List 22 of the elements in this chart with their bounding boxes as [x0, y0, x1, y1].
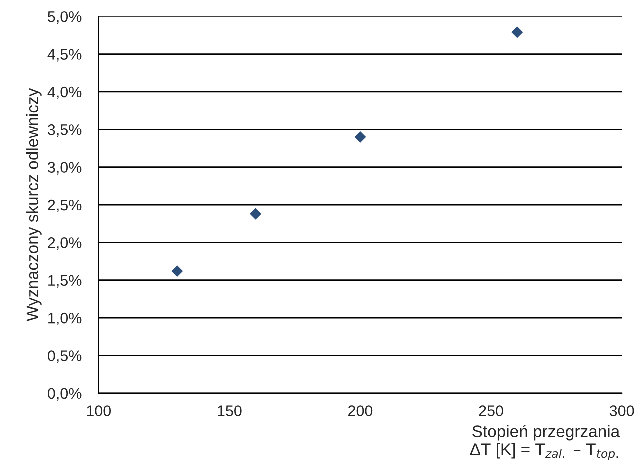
y-axis-title: Wyznaczony skurcz odlewniczy: [26, 88, 42, 322]
y-tick-label: 4,0%: [48, 86, 82, 100]
point: [512, 26, 524, 38]
x-tick-label: 300: [610, 406, 634, 416]
y-tick-label: 4,5%: [48, 49, 82, 62]
y-tick-label: 2,5%: [48, 200, 82, 212]
y-tick-label: 3,0%: [48, 162, 82, 175]
x-tick-label: 200: [348, 406, 373, 416]
y-tick-label: 5,0%: [48, 11, 82, 24]
y-tick-label: 1,5%: [48, 275, 82, 288]
x-tick-label: 100: [87, 406, 112, 416]
y-tick-label: 1,0%: [48, 312, 82, 326]
x-tick-label: 150: [218, 406, 242, 416]
y-tick-label: 0,0%: [48, 388, 82, 401]
point: [172, 266, 184, 278]
y-tick-label: 2,0%: [48, 238, 82, 250]
point: [354, 131, 366, 143]
y-tick-label: 0,5%: [48, 350, 82, 364]
point: [250, 208, 262, 220]
x-axis-title: Stopień przegrzania ΔT [K] = T$_{zal.}$ – T$_{top.}$: [470, 425, 620, 460]
y-tick-label: 3,5%: [48, 124, 82, 138]
x-tick-label: 250: [479, 406, 504, 416]
